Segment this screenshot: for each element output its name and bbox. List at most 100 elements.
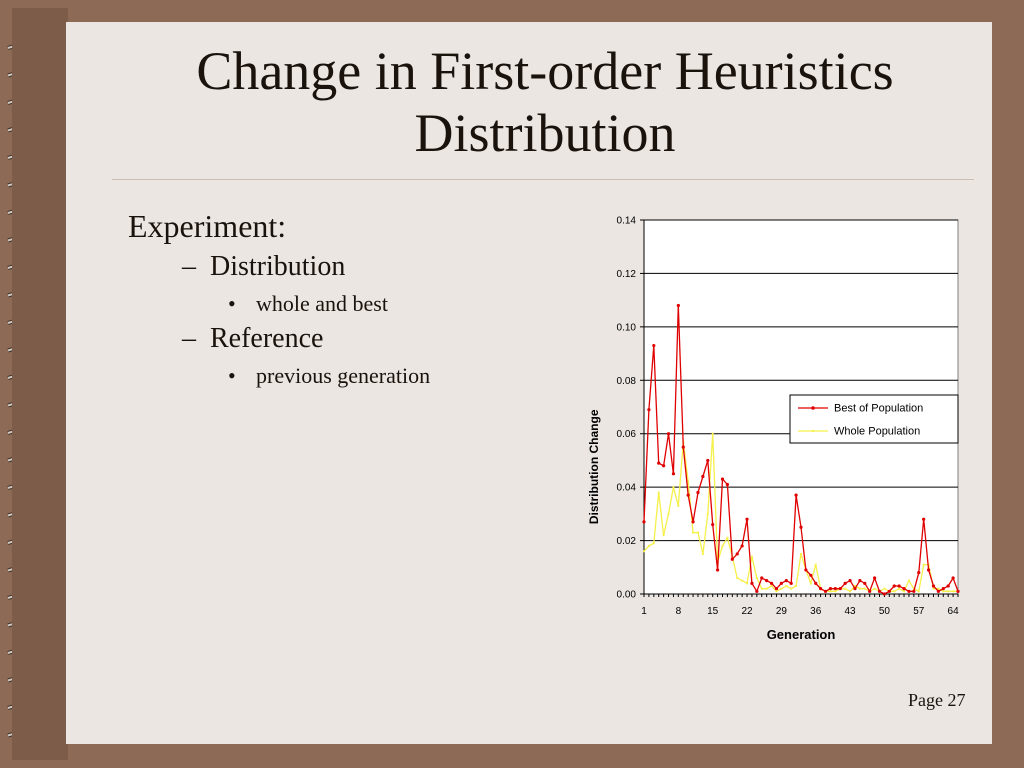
- data-point-whole: [814, 563, 817, 566]
- data-point-best: [745, 517, 749, 521]
- data-point-whole: [829, 590, 832, 593]
- data-point-best: [848, 579, 852, 583]
- data-point-best: [681, 445, 685, 449]
- data-point-best: [956, 589, 960, 593]
- data-point-whole: [932, 587, 935, 590]
- data-point-whole: [647, 544, 650, 547]
- data-point-best: [799, 525, 803, 529]
- page-number: Page 27: [908, 690, 966, 710]
- data-point-best: [750, 581, 754, 585]
- data-point-best: [936, 589, 940, 593]
- data-point-best: [858, 579, 862, 583]
- x-tick-label: 22: [741, 606, 753, 617]
- y-tick-label: 0.12: [617, 269, 637, 280]
- bullet-list: Experiment: – Distribution • whole and bes…: [128, 208, 430, 389]
- data-point-best: [833, 587, 837, 591]
- data-point-whole: [898, 587, 901, 590]
- distribution-change-chart: 0.00 0.02 0.04 0.06 0.08 0.10 0.12 0.14 1 8 15 22 29…: [587, 216, 960, 642]
- data-point-whole: [706, 512, 709, 515]
- y-tick-label: 0.06: [617, 429, 637, 440]
- x-tick-label: 43: [845, 606, 857, 617]
- data-point-best: [863, 581, 867, 585]
- data-point-whole: [780, 587, 783, 590]
- data-point-best: [882, 592, 887, 596]
- x-tick-label: 50: [879, 606, 891, 617]
- title-line-2: Distribution: [414, 103, 676, 163]
- data-point-best: [789, 581, 793, 585]
- legend-marker: [811, 406, 815, 410]
- x-tick-label: 8: [676, 606, 682, 617]
- data-point-best: [823, 589, 828, 593]
- x-tick-label: 57: [913, 606, 925, 617]
- data-point-best: [809, 573, 813, 577]
- data-point-best: [828, 587, 833, 591]
- data-point-best: [892, 584, 896, 588]
- data-point-best: [946, 584, 950, 588]
- data-point-whole: [790, 587, 793, 590]
- x-axis-title: Generation: [767, 627, 836, 642]
- data-point-best: [730, 557, 734, 561]
- data-point-best: [725, 482, 730, 487]
- x-tick-label: 29: [776, 606, 788, 617]
- data-point-best: [755, 589, 759, 593]
- data-point-whole: [809, 582, 812, 585]
- x-tick-label: 1: [641, 606, 647, 617]
- data-point-whole: [662, 534, 665, 537]
- data-point-whole: [922, 563, 925, 566]
- bullet-previous-generation: • previous generation: [228, 363, 431, 388]
- data-point-best: [902, 587, 906, 591]
- data-point-whole: [667, 512, 670, 515]
- data-point-whole: [760, 587, 763, 590]
- data-point-best: [720, 477, 725, 481]
- data-point-best: [872, 576, 877, 580]
- bullet-reference: – Reference: [182, 323, 324, 354]
- data-point-best: [760, 576, 764, 580]
- data-point-best: [666, 432, 671, 436]
- data-point-whole: [726, 536, 729, 539]
- data-point-best: [715, 568, 720, 572]
- y-tick-label: 0.08: [617, 376, 637, 387]
- data-point-whole: [858, 587, 861, 590]
- data-point-whole: [800, 552, 802, 555]
- data-point-best: [907, 589, 911, 593]
- data-point-best: [887, 589, 891, 593]
- slide-title: Change in First-order Heuristics Distrib…: [100, 40, 990, 164]
- data-point-whole: [844, 587, 847, 590]
- data-point-whole: [942, 590, 945, 593]
- y-tick-label: 0.02: [617, 536, 637, 547]
- x-tick-label: 15: [707, 606, 719, 617]
- legend-label: Best of Population: [834, 403, 923, 415]
- binding-strip: [12, 8, 68, 760]
- bullet-experiment: Experiment:: [128, 208, 287, 244]
- data-point-whole: [770, 584, 773, 587]
- data-point-best: [843, 581, 847, 585]
- data-point-best: [804, 568, 808, 572]
- data-point-best: [676, 303, 680, 308]
- data-point-best: [912, 589, 916, 593]
- data-point-whole: [765, 587, 768, 590]
- bullet-whole-and-best: • whole and best: [228, 291, 388, 316]
- legend-label: Whole Population: [834, 426, 920, 438]
- data-point-best: [853, 587, 857, 591]
- data-point-best: [647, 408, 651, 412]
- data-point-best: [814, 581, 818, 585]
- data-point-whole: [741, 579, 744, 582]
- data-point-whole: [721, 544, 724, 547]
- data-point-best: [696, 490, 700, 495]
- data-point-best: [774, 587, 779, 591]
- data-point-whole: [687, 480, 690, 483]
- data-point-best: [779, 581, 783, 585]
- y-tick-label: 0.10: [617, 322, 637, 333]
- data-point-best: [691, 520, 695, 524]
- data-point-best: [838, 587, 842, 591]
- y-tick-label: 0.00: [617, 590, 637, 601]
- data-point-best: [897, 584, 901, 588]
- data-point-best: [735, 552, 739, 556]
- data-point-whole: [834, 590, 837, 593]
- data-point-whole: [849, 590, 852, 593]
- data-point-best: [951, 576, 955, 580]
- data-point-best: [711, 522, 715, 527]
- legend-box: [789, 394, 959, 444]
- data-point-whole: [785, 584, 788, 587]
- data-point-whole: [917, 590, 920, 593]
